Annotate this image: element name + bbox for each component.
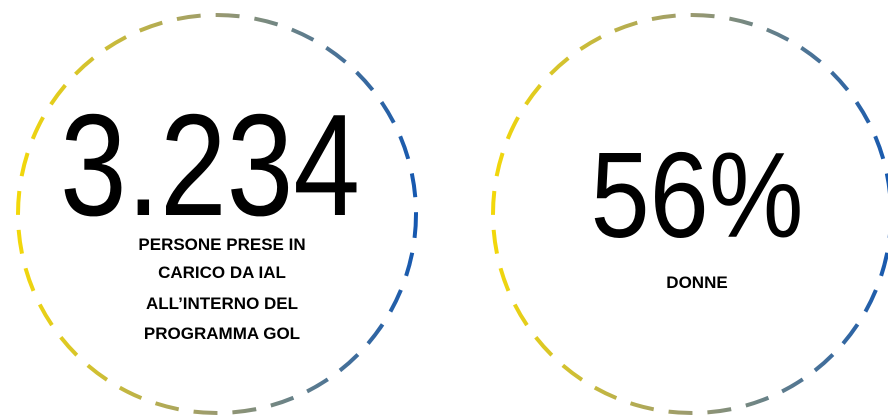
stat-value: 3.234	[60, 84, 360, 246]
stat-label: DONNE	[666, 273, 727, 292]
dashed-circle	[16, 13, 418, 415]
stat-label: PERSONE PRESE IN	[138, 235, 305, 254]
stat-value: 56%	[591, 127, 804, 263]
dashed-circle	[491, 13, 888, 415]
stat-label: ALL’INTERNO DEL	[146, 294, 298, 313]
stat-label: CARICO DA IAL	[158, 263, 286, 282]
stat-label: PROGRAMMA GOL	[144, 324, 300, 343]
